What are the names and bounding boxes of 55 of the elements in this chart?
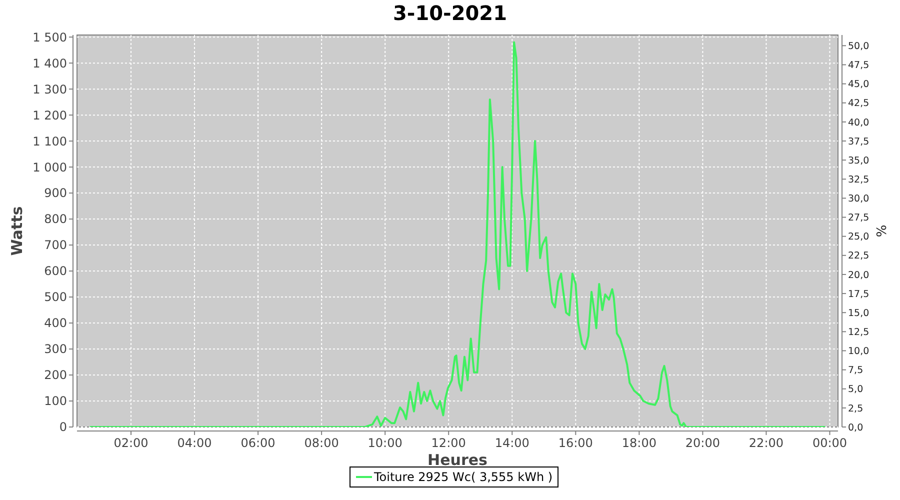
x-tick-label: 14:00 bbox=[494, 436, 530, 450]
y-tick-label: 1 300 bbox=[32, 82, 67, 96]
y2-tick-label: 10,0 bbox=[848, 346, 870, 358]
x-tick-label: 06:00 bbox=[240, 436, 276, 450]
legend-label: Toiture 2925 Wc( 3,555 kWh ) bbox=[373, 470, 553, 484]
y2-tick-label: 37,5 bbox=[848, 136, 870, 148]
y-tick-label: 900 bbox=[44, 186, 67, 200]
y2-tick-label: 45,0 bbox=[848, 79, 870, 90]
y2-tick-label: 2,5 bbox=[848, 403, 864, 414]
y2-tick-label: 5,0 bbox=[848, 384, 864, 396]
y2-tick-label: 12,5 bbox=[848, 326, 870, 338]
x-tick-label: 00:00 bbox=[812, 436, 848, 450]
x-axis-title: Heures bbox=[428, 451, 488, 469]
y2-tick-label: 20,0 bbox=[848, 270, 870, 281]
x-tick-label: 02:00 bbox=[114, 436, 148, 450]
y2-tick-label: 32,5 bbox=[848, 174, 870, 186]
y-tick-label: 1 200 bbox=[32, 108, 67, 122]
y2-tick-label: 0,0 bbox=[848, 422, 864, 434]
x-tick-label: 18:00 bbox=[622, 436, 656, 450]
x-tick-label: 16:00 bbox=[558, 436, 593, 450]
y2-tick-label: 30,0 bbox=[848, 194, 870, 205]
y2-tick-label: 7,5 bbox=[848, 365, 864, 376]
x-tick-label: 04:00 bbox=[177, 436, 212, 450]
y-tick-label: 300 bbox=[44, 342, 67, 356]
y2-axis-title: % bbox=[875, 224, 890, 238]
y-tick-label: 1 400 bbox=[32, 56, 67, 70]
x-tick-label: 20:00 bbox=[685, 436, 720, 450]
y-tick-label: 400 bbox=[44, 316, 67, 330]
y2-tick-label: 25,0 bbox=[848, 232, 870, 243]
y2-tick-label: 15,0 bbox=[848, 308, 870, 319]
y-tick-label: 1 500 bbox=[32, 30, 67, 44]
y-tick-label: 1 000 bbox=[32, 160, 67, 174]
y-tick-label: 600 bbox=[44, 264, 67, 278]
y-tick-label: 100 bbox=[44, 394, 67, 408]
y2-tick-label: 35,0 bbox=[848, 155, 870, 166]
y2-tick-label: 22,5 bbox=[848, 250, 870, 262]
chart-title: 3-10-2021 bbox=[392, 1, 508, 25]
y-tick-label: 1 100 bbox=[32, 134, 67, 148]
y2-tick-label: 27,5 bbox=[848, 212, 870, 224]
y-tick-label: 800 bbox=[44, 212, 67, 226]
y2-tick-label: 42,5 bbox=[848, 98, 870, 110]
y-tick-label: 700 bbox=[44, 238, 67, 252]
y-tick-label: 200 bbox=[44, 368, 67, 382]
y2-tick-label: 50,0 bbox=[848, 41, 870, 52]
y-tick-label: 0 bbox=[59, 420, 67, 434]
x-tick-label: 10:00 bbox=[368, 436, 402, 450]
y2-tick-label: 40,0 bbox=[848, 117, 870, 128]
line-series bbox=[88, 41, 826, 427]
x-tick-label: 12:00 bbox=[431, 436, 466, 450]
y-tick-label: 500 bbox=[44, 290, 67, 304]
y2-tick-label: 47,5 bbox=[848, 60, 870, 72]
x-tick-label: 08:00 bbox=[304, 436, 339, 450]
y-axis-title: Watts bbox=[8, 206, 26, 256]
x-tick-label: 22:00 bbox=[748, 436, 784, 450]
y2-tick-label: 17,5 bbox=[848, 288, 870, 300]
